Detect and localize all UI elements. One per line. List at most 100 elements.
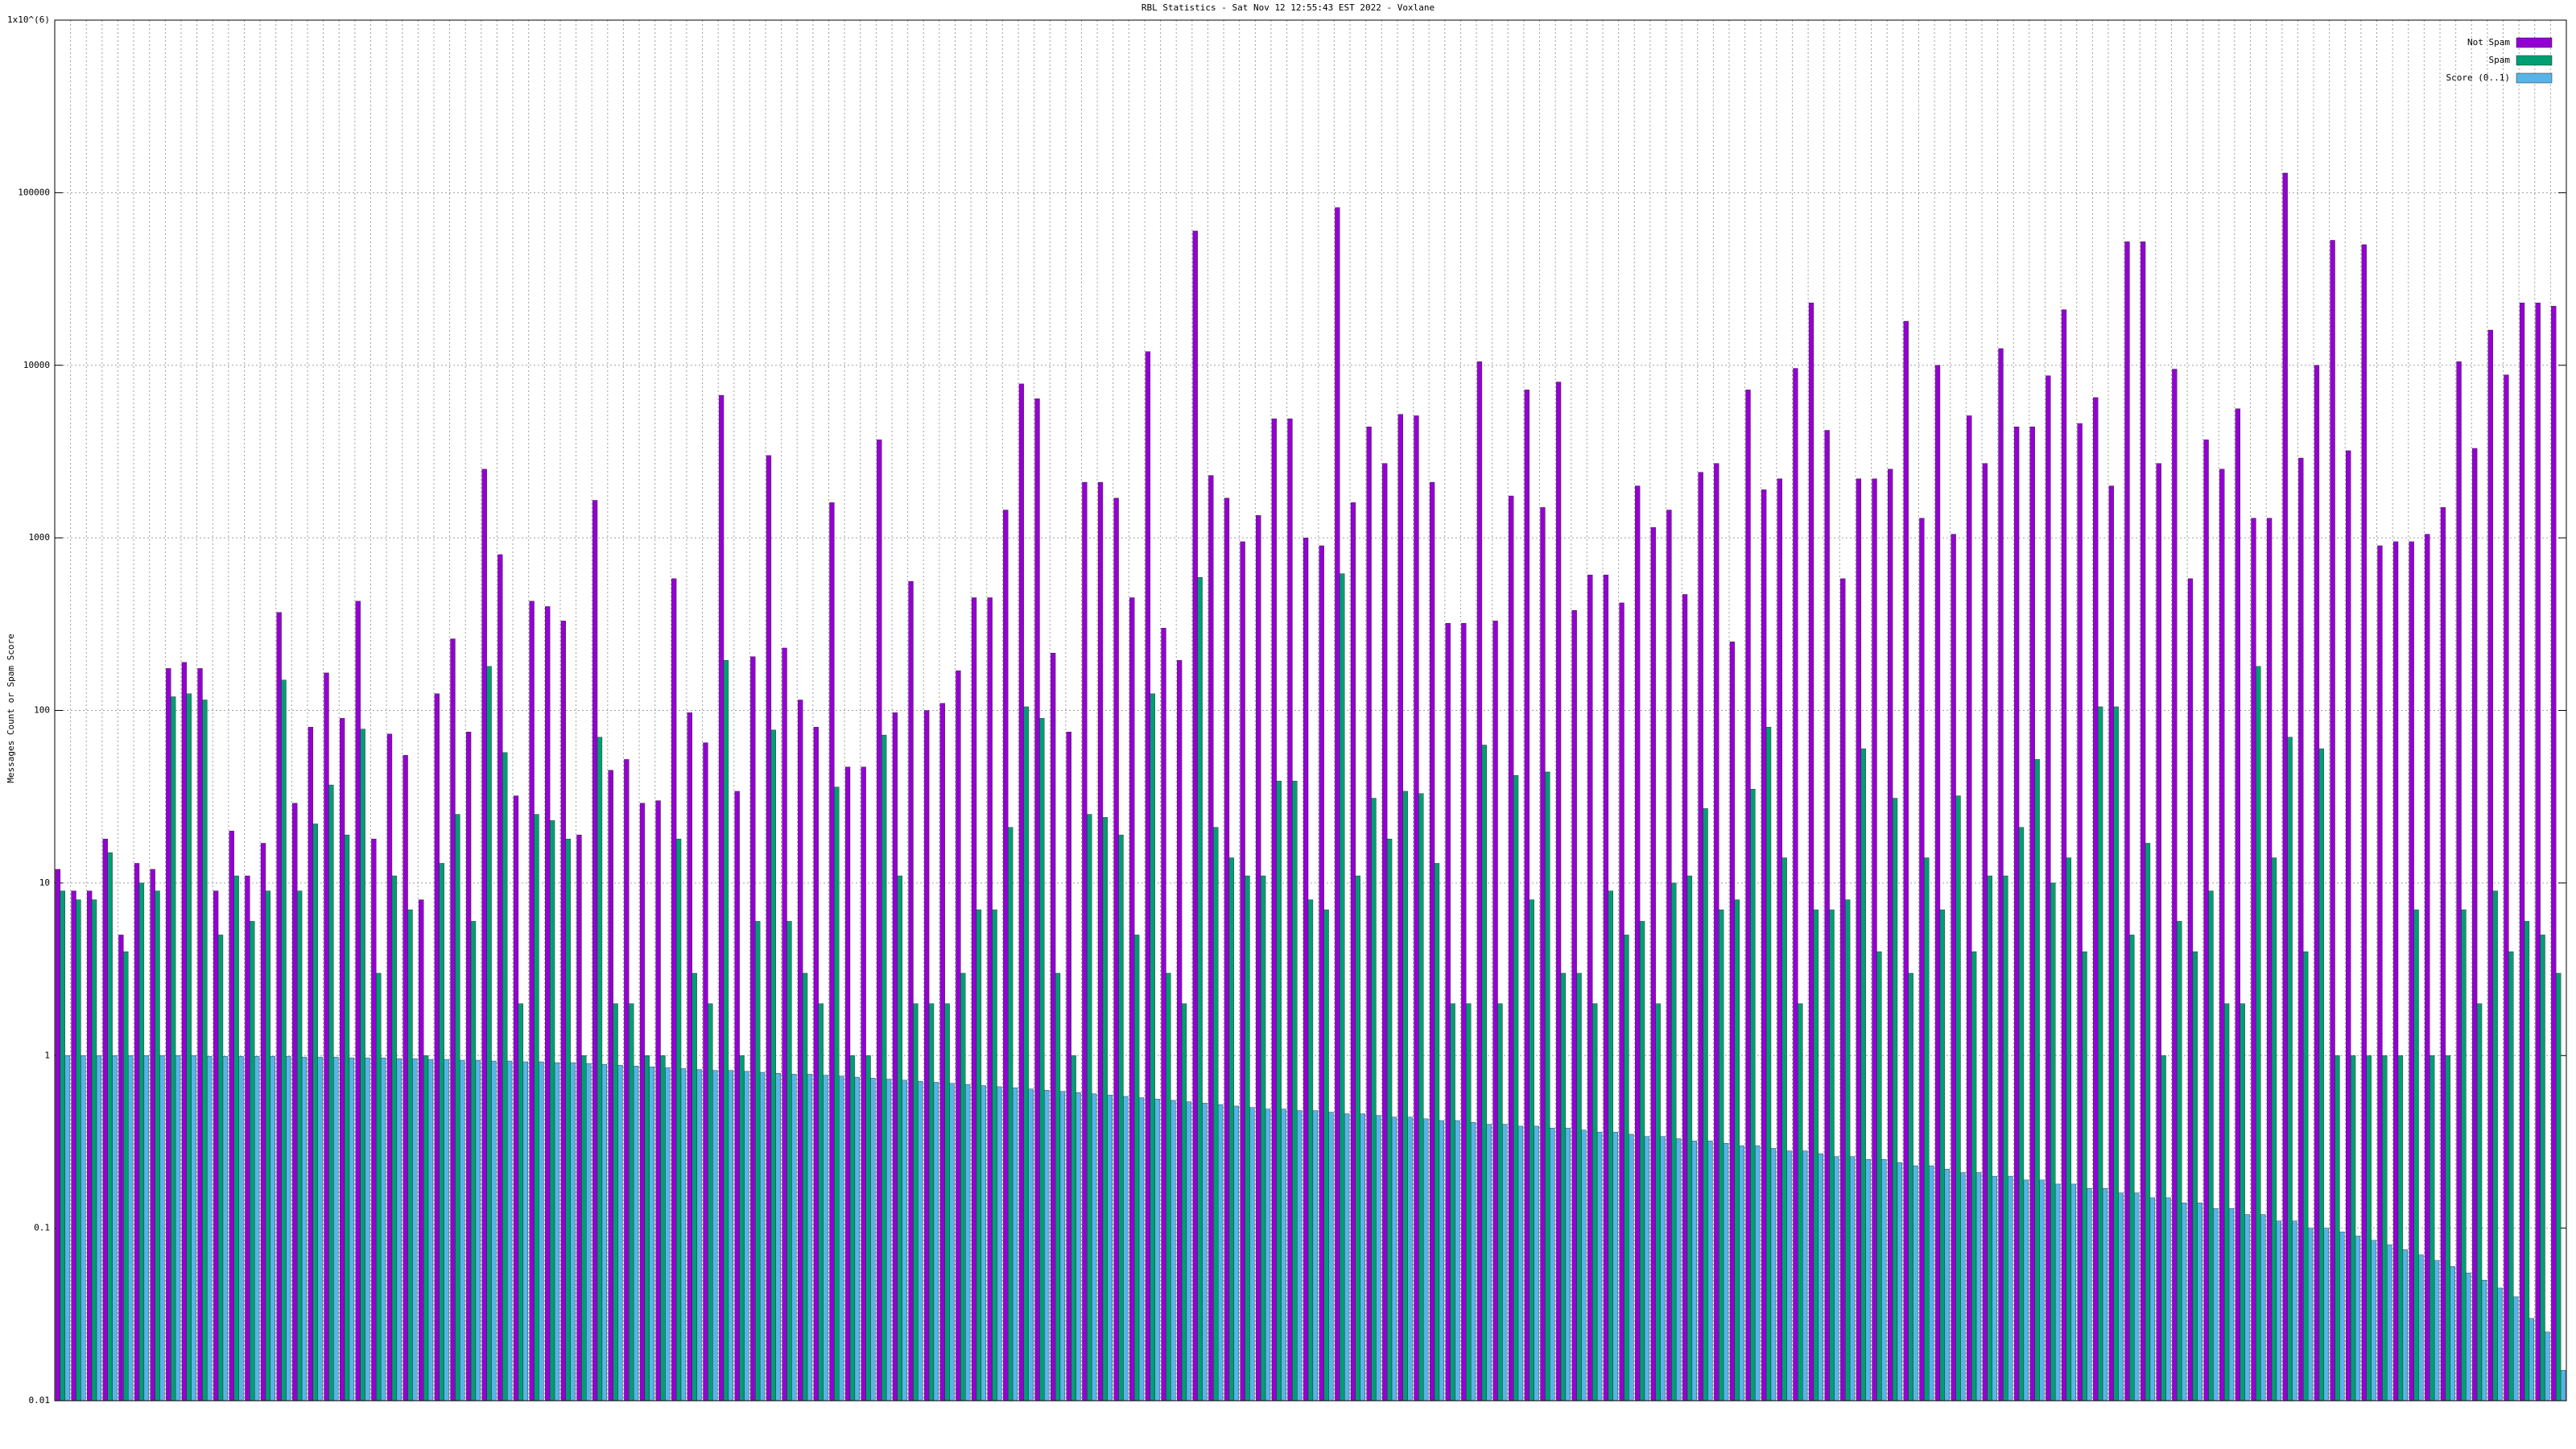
bar	[1982, 463, 1988, 1402]
bar	[229, 831, 234, 1402]
bar	[1565, 1128, 1571, 1402]
bar	[1635, 485, 1641, 1402]
bar	[245, 875, 250, 1402]
bar	[2303, 951, 2309, 1402]
bar	[1008, 827, 1013, 1402]
y-tick-label: 1x10^(6)	[7, 14, 50, 25]
bar	[71, 890, 76, 1402]
bar	[2487, 329, 2493, 1402]
bar	[2256, 666, 2261, 1402]
bar	[2323, 1228, 2329, 1402]
bar	[155, 890, 160, 1402]
bar	[1629, 1133, 1634, 1402]
bar	[1476, 361, 1483, 1402]
bar	[908, 580, 914, 1402]
bar	[1955, 795, 1961, 1402]
bar	[545, 606, 551, 1402]
bar	[854, 1076, 860, 1402]
bar	[1386, 838, 1393, 1402]
bar	[2023, 1179, 2029, 1402]
bar	[1302, 537, 1309, 1402]
bar	[1034, 398, 1040, 1402]
bar	[1849, 1156, 1856, 1402]
bar	[1170, 1100, 1176, 1402]
bar	[728, 1070, 733, 1402]
bar	[2251, 518, 2256, 1402]
bar	[1249, 1107, 1255, 1402]
bar	[2266, 518, 2273, 1402]
bar	[175, 1055, 181, 1402]
bar	[1818, 1153, 1823, 1402]
bar	[1509, 495, 1514, 1402]
bar	[197, 668, 203, 1402]
bar	[1224, 497, 1230, 1402]
bar	[549, 820, 555, 1402]
bar	[2208, 890, 2214, 1402]
bar	[712, 1070, 718, 1402]
bar	[1051, 653, 1056, 1402]
bar	[1113, 497, 1119, 1402]
bar	[1423, 1118, 1429, 1402]
bar	[534, 814, 539, 1402]
bar	[2382, 1055, 2388, 1402]
bar	[818, 1003, 824, 1402]
bar	[2361, 244, 2367, 1402]
bar	[2108, 485, 2115, 1402]
bar	[2355, 1236, 2361, 1402]
bar	[317, 1056, 323, 1402]
bar	[1691, 1141, 1697, 1402]
bar	[1808, 303, 1814, 1402]
bar	[2472, 448, 2478, 1402]
bar	[2165, 1197, 2171, 1402]
bar	[2307, 1228, 2314, 1402]
bar	[939, 703, 945, 1402]
y-tick-label: 10	[39, 877, 50, 888]
bar	[87, 890, 93, 1402]
bar	[1328, 1112, 1334, 1402]
bar	[518, 1003, 524, 1402]
bar	[1161, 628, 1166, 1402]
bar	[64, 1055, 70, 1402]
bar	[1181, 1003, 1187, 1402]
bar	[55, 869, 61, 1402]
bar	[1798, 1003, 1803, 1402]
bar	[2223, 1003, 2230, 1402]
bar	[2129, 935, 2135, 1402]
bar	[633, 1066, 639, 1402]
bar	[222, 1055, 229, 1402]
bar	[286, 1055, 291, 1402]
bar	[238, 1055, 244, 1402]
bar	[281, 679, 287, 1402]
bar	[423, 1055, 429, 1402]
bar	[381, 1057, 386, 1402]
bar	[2413, 909, 2419, 1402]
bar	[2504, 374, 2509, 1402]
bar	[2560, 1370, 2566, 1402]
bar	[1439, 1120, 1445, 1402]
legend-swatch	[2516, 72, 2553, 84]
bar	[949, 1083, 955, 1402]
bar	[1450, 1003, 1455, 1402]
bar	[1066, 732, 1071, 1402]
bar	[1908, 972, 1913, 1402]
bar	[1967, 415, 1972, 1402]
bar	[1919, 518, 1925, 1402]
bar	[529, 601, 535, 1402]
bar	[2350, 1055, 2356, 1402]
bar	[2339, 1232, 2345, 1402]
legend-label: Score (0..1)	[2446, 72, 2510, 83]
bar	[839, 1075, 844, 1402]
bar	[1802, 1150, 1808, 1402]
bar	[465, 732, 472, 1402]
bar	[823, 1075, 828, 1402]
bar	[1786, 1150, 1792, 1402]
bar	[80, 1055, 86, 1402]
bar	[1639, 921, 1645, 1402]
bar	[1335, 207, 1340, 1402]
bar	[739, 1055, 745, 1402]
y-tick-label: 100	[34, 705, 50, 716]
bar	[339, 718, 345, 1402]
bar	[2330, 240, 2335, 1402]
bar	[976, 909, 982, 1402]
bar	[718, 394, 724, 1402]
